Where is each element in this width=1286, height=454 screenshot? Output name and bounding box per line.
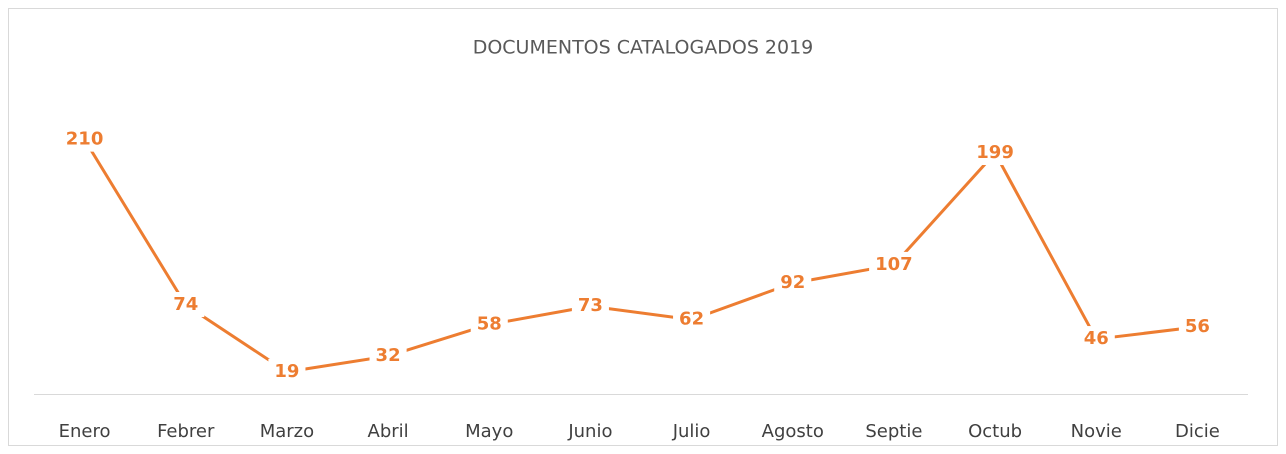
data-label-background: [268, 358, 306, 384]
x-tick-label: Abril: [368, 421, 409, 442]
data-label-background: [1178, 313, 1216, 339]
x-tick-label: Septie: [865, 421, 922, 442]
x-tick-label: Octub: [968, 421, 1022, 442]
x-tick-label: Enero: [59, 421, 111, 442]
data-label-background: [774, 270, 812, 296]
chart-title: DOCUMENTOS CATALOGADOS 2019: [473, 37, 814, 59]
data-label: 46: [1084, 328, 1109, 349]
data-label: 19: [274, 361, 299, 382]
data-label: 62: [679, 309, 704, 330]
data-label: 210: [66, 129, 104, 150]
data-label: 58: [477, 313, 502, 334]
x-tick-label: Novie: [1071, 421, 1122, 442]
data-label: 107: [875, 254, 913, 275]
x-tick-label: Julio: [672, 421, 711, 442]
data-label-background: [167, 292, 205, 318]
data-label-background: [369, 343, 407, 369]
x-tick-label: Febrer: [157, 421, 215, 442]
data-label-background: [673, 306, 711, 332]
x-tick-label: Dicie: [1175, 421, 1220, 442]
data-label-background: [59, 126, 110, 152]
data-label: 32: [376, 345, 401, 366]
data-label-background: [470, 311, 508, 337]
data-label-background: [869, 251, 919, 277]
data-label-background: [571, 293, 609, 319]
x-tick-label: Junio: [567, 421, 612, 442]
data-label-background: [1077, 326, 1115, 352]
x-tick-label: Mayo: [465, 421, 513, 442]
data-label-background: [970, 140, 1020, 166]
x-tick-label: Marzo: [260, 421, 314, 442]
x-tick-label: Agosto: [762, 421, 824, 442]
data-label: 73: [578, 295, 603, 316]
data-label: 92: [780, 272, 805, 293]
chart-frame: [8, 8, 1278, 446]
data-label: 74: [173, 294, 198, 315]
data-label: 199: [976, 142, 1014, 163]
data-label: 56: [1185, 316, 1210, 337]
